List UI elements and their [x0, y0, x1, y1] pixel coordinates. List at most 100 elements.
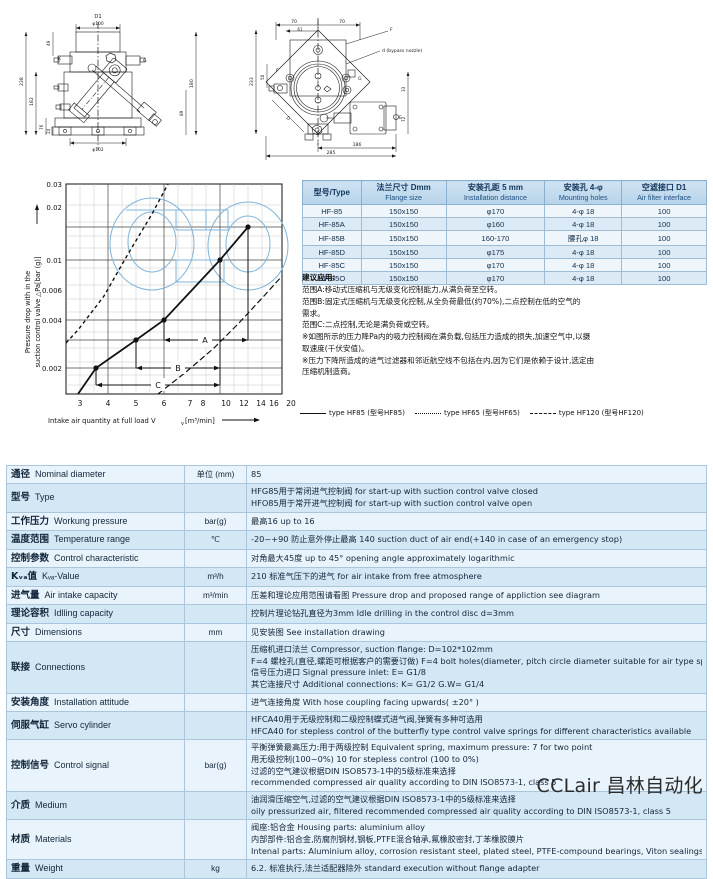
flange-cell-value: 150x150 — [360, 245, 447, 259]
spec-row-label-cn: 理论容积 — [11, 608, 50, 620]
flange-cell-value: 150x150 — [360, 217, 447, 231]
spec-row-value-line: HFCA40用于无级控制和二级控制蝶式进气阀,弹簧有多种可选用 — [251, 714, 483, 725]
flange-col-filter: 空滤接口 D1 Air filter interface — [621, 180, 707, 205]
drawing-port-e: E — [399, 115, 402, 121]
spec-row-unit — [184, 641, 247, 694]
spec-row-label-cn: 安装角度 — [11, 696, 50, 708]
chart-annotation-c: C — [155, 381, 161, 390]
pressure-drop-chart-svg: A B C 0.03 0.02 0.01 0.006 0.004 0.002 3… — [24, 181, 296, 427]
legend-label-hf65: type HF65 (型号HF65) — [443, 409, 520, 417]
spec-table-row: Kᵥₐ值 Kᵥₐ-Value m³/h 210 标准气压下的进气 for air in… — [6, 567, 707, 587]
spec-row-value-line: 平衡弹簧最高压力:用于两级控制 Equivalent spring, maxim… — [251, 742, 593, 753]
chart-xtick-20: 20 — [286, 399, 296, 408]
flange-cell-value: 100 — [621, 217, 707, 231]
flange-col-holes-en: Mounting holes — [558, 193, 608, 202]
drawing-port-f-left: F — [276, 68, 279, 74]
flange-col-type-cn: 型号/Type — [313, 187, 350, 197]
spec-row-label-cn: Kᵥₐ值 — [11, 571, 37, 583]
spec-table-row: 型号 Type HFG85用于常闭进气控制阀 for start-up with s… — [6, 483, 707, 513]
spec-row-value: HFCA40用于无级控制和二级控制蝶式进气阀,弹簧有多种可选用 HFCA40 fo… — [246, 711, 707, 741]
spec-row-value-line: 其它连接尺寸 Additional connections: K= G1/2 G… — [251, 679, 485, 690]
main-specification-table-wrapper: 通径 Nominal diameter 单位 (mm) 85 型号 Type HFG85用于… — [6, 464, 707, 879]
chart-ytick-0.006: 0.006 — [42, 287, 63, 295]
chart-ylabel-line1: Pressure drop with in the — [24, 271, 32, 353]
spec-row-label-en: Servo cylinder — [54, 720, 112, 731]
spec-row-value: 压缩机进口法兰 Compressor, suction flange: D=10… — [246, 641, 707, 694]
flange-cell-type: HF-85C — [302, 258, 362, 272]
spec-row-label: 安装角度 Installation attitude — [6, 692, 185, 713]
flange-cell-value: φ175 — [445, 245, 546, 259]
spec-row-value-line: -20~+90 防止意外停止最高 140 suction duct of air… — [251, 534, 623, 545]
spec-row-value-line: Intenal parts: Aluminium alloy, corrosio… — [251, 845, 702, 856]
spec-row-value: 控制片理论钻孔直径为3mm Idle drilling in the contr… — [246, 604, 707, 624]
spec-table-row: 安装角度 Installation attitude 进气连接角度 With hos… — [6, 692, 707, 713]
chart-ytick-0.002: 0.002 — [42, 365, 62, 373]
spec-row-label-en: Connections — [35, 661, 86, 672]
spec-row-unit: bar(g) — [184, 739, 247, 793]
legend-item-hf120: type HF120 (型号HF120) — [529, 408, 644, 418]
flange-cell-value: 100 — [621, 245, 707, 259]
spec-table-row: 理论容积 Idlling capacity 控制片理论钻孔直径为3mm Idle d… — [6, 604, 707, 624]
flange-cell-value: 150x150 — [360, 271, 447, 285]
spec-row-label-cn: 控制参数 — [11, 552, 50, 564]
spec-row-label: 控制信号 Control signal — [6, 739, 185, 793]
flange-dimension-table: 型号/Type 法兰尺寸 Dmm Flange size 安装孔距 5 mm I… — [302, 180, 707, 285]
spec-row-value: 6.2. 标准执行,法兰适配器除外 standard execution wit… — [246, 859, 707, 879]
drawing-dim-76: 76 — [39, 124, 44, 130]
spec-row-unit: bar(g) — [184, 511, 247, 532]
flange-cell-value: 150x150 — [360, 204, 447, 218]
application-notes: 建议应用: 范围A:移动式压缩机与无级变化控制能力,从满负荷至空转。 范围B:固定… — [302, 272, 710, 378]
chart-xtick-14: 14 — [256, 399, 266, 408]
flange-cell-value: 4-φ 18 — [544, 204, 623, 218]
legend-swatch-hf85 — [300, 412, 326, 414]
spec-row-value-line: recommended compressed air quality accor… — [251, 777, 557, 788]
chart-xtick-6: 6 — [162, 399, 167, 408]
brand-watermark: CCLair 昌林自动化 — [536, 775, 703, 797]
spec-table-row: 进气量 Air intake capacity m³/min 压差和理论应用范围请看图… — [6, 585, 707, 606]
drawing-port-d: D — [285, 115, 292, 122]
spec-row-label: 进气量 Air intake capacity — [6, 585, 185, 606]
flange-cell-value: 100 — [621, 271, 707, 285]
spec-table-row: 工作压力 Workung pressure bar(g) 最高16 up to 16 — [6, 511, 707, 532]
spec-table-row: 尺寸 Dimensions mm 见安装图 See installation draw… — [6, 622, 707, 643]
chart-xtick-10: 10 — [221, 399, 231, 408]
spec-row-unit: 单位 (mm) — [184, 464, 247, 485]
drawing-dim-285: 285 — [327, 150, 336, 156]
flange-table-row: HF-85C 150x150 φ170 4-φ 18 100 — [302, 258, 707, 272]
valve-assembly-drawing: D1 φ100 φ102 238 — [19, 14, 422, 160]
legend-swatch-hf65 — [414, 412, 441, 414]
flange-cell-value: 4-φ 18 — [544, 217, 623, 231]
flange-col-distance-en: Installation distance — [463, 193, 528, 202]
chart-xtick-7: 7 — [188, 399, 193, 408]
chart-legend: type HF85 (型号HF85) type HF65 (型号HF65) ty… — [300, 408, 713, 418]
spec-row-value-line: 信号压力进口 Signal pressure inlet: E= G1/8 — [251, 667, 426, 678]
chart-xtick-8: 8 — [201, 399, 206, 408]
drawing-dim-50: 50 — [260, 74, 265, 80]
pressure-drop-chart: A B C 0.03 0.02 0.01 0.006 0.004 0.002 3… — [0, 172, 300, 432]
spec-row-label-en: Nominal diameter — [35, 469, 106, 479]
drawing-dim-186: 186 — [353, 142, 362, 148]
application-notes-title: 建议应用: — [302, 273, 336, 282]
spec-row-value-line: 进气连接角度 With hose coupling facing upwards… — [251, 696, 479, 707]
drawing-dim-70-b: 70 — [339, 19, 345, 25]
spec-row-value-line: 压缩机进口法兰 Compressor, suction flange: D=10… — [251, 644, 493, 655]
drawing-port-k: K — [58, 56, 62, 62]
chart-xlabel-sub: v — [181, 421, 184, 427]
spec-row-value-line: HFCA40 for stepless control of the butte… — [251, 725, 692, 736]
spec-row-unit — [184, 791, 247, 821]
flange-cell-value: φ170 — [445, 204, 546, 218]
spec-row-label-en: Installation attitude — [54, 696, 130, 707]
flange-col-distance-cn: 安装孔距 5 mm — [467, 183, 523, 192]
spec-row-value-line: oily pressurized air, filtered recommend… — [251, 805, 671, 816]
spec-row-label-cn: 介质 — [11, 799, 31, 811]
spec-row-label: Kᵥₐ值 Kᵥₐ-Value — [6, 567, 185, 587]
flange-col-holes-cn: 安装孔 4-φ — [563, 183, 603, 192]
spec-row-value-line: 85 — [251, 468, 262, 479]
application-note-line: ※如图所示的压力降Pa内的吸力控制阀在满负载,包括压力造成的损失,加速空气中,以… — [302, 332, 591, 342]
flange-cell-value: φ160 — [445, 217, 546, 231]
flange-table-header-row: 型号/Type 法兰尺寸 Dmm Flange size 安装孔距 5 mm I… — [302, 180, 707, 205]
flange-cell-value: φ170 — [445, 258, 546, 272]
spec-row-label-cn: 型号 — [11, 492, 31, 504]
spec-row-label-cn: 伺服气缸 — [11, 720, 50, 732]
spec-row-value-line: 油润滑压缩空气,过滤的空气建议根据DIN ISO8573-1中的5级标准来选择 — [251, 794, 516, 805]
